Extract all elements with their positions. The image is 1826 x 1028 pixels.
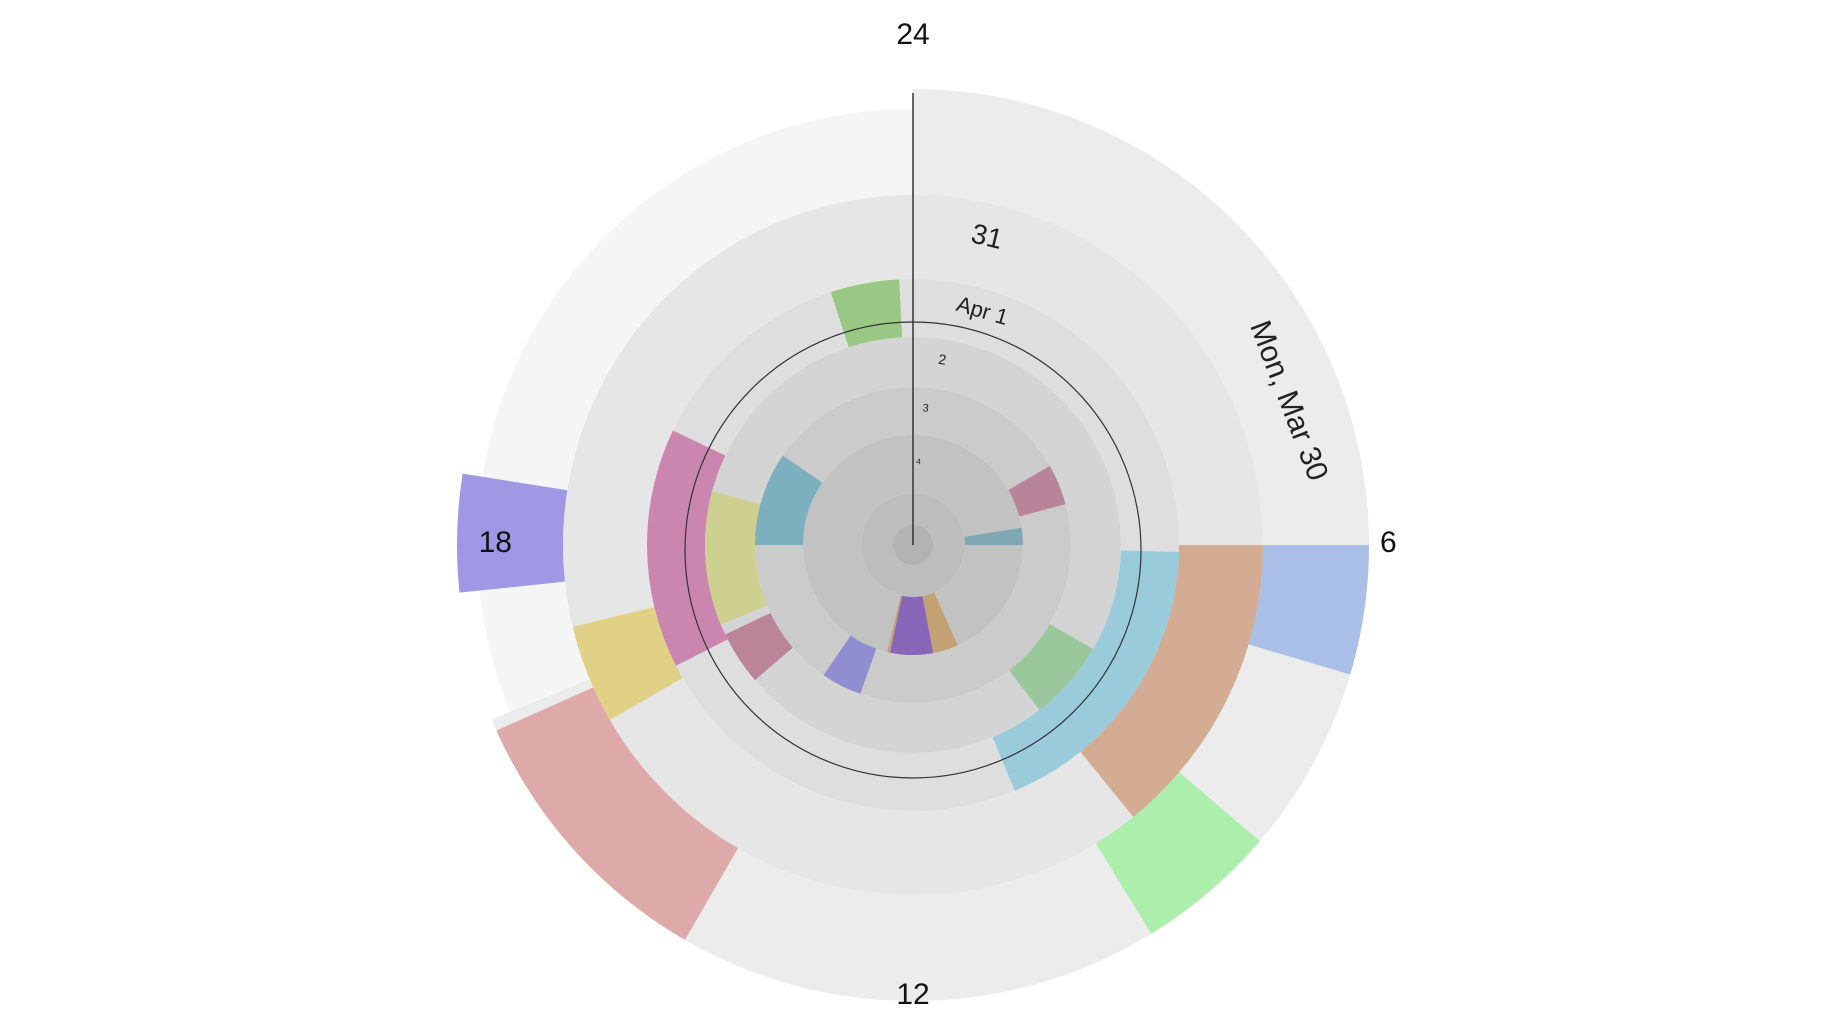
hour-label-6: 6 <box>1380 526 1397 559</box>
hour-label-24: 24 <box>896 18 929 51</box>
day-ring <box>755 387 1071 703</box>
hour-labels: 24 6 12 18 <box>479 18 1397 1011</box>
event-segment <box>1009 624 1094 711</box>
day-label: 3 <box>922 402 929 415</box>
event-segments <box>457 279 1369 940</box>
event-segment <box>890 595 934 655</box>
day-label: 31 <box>968 218 1006 255</box>
event-segment <box>572 607 683 720</box>
event-segment <box>725 613 793 681</box>
event-segment <box>496 687 738 940</box>
event-segment <box>1008 466 1066 517</box>
event-segment <box>647 430 728 666</box>
event-segment <box>1080 545 1263 818</box>
day-rings <box>477 89 1369 1002</box>
event-segment <box>823 635 877 694</box>
event-segment <box>830 279 903 348</box>
day-ring-gap <box>477 109 913 712</box>
event-segment <box>1095 772 1260 934</box>
day-label: 2 <box>937 351 947 368</box>
event-segment <box>1248 545 1369 675</box>
event-segment <box>705 491 768 625</box>
hour-label-18: 18 <box>479 526 512 559</box>
day-label: 4 <box>916 457 922 466</box>
clock-hand <box>684 93 1142 779</box>
hour-label-12: 12 <box>896 978 929 1011</box>
event-segment <box>964 527 1023 545</box>
event-segment <box>457 473 568 593</box>
day-ring <box>802 434 1024 656</box>
event-segment <box>755 455 823 545</box>
